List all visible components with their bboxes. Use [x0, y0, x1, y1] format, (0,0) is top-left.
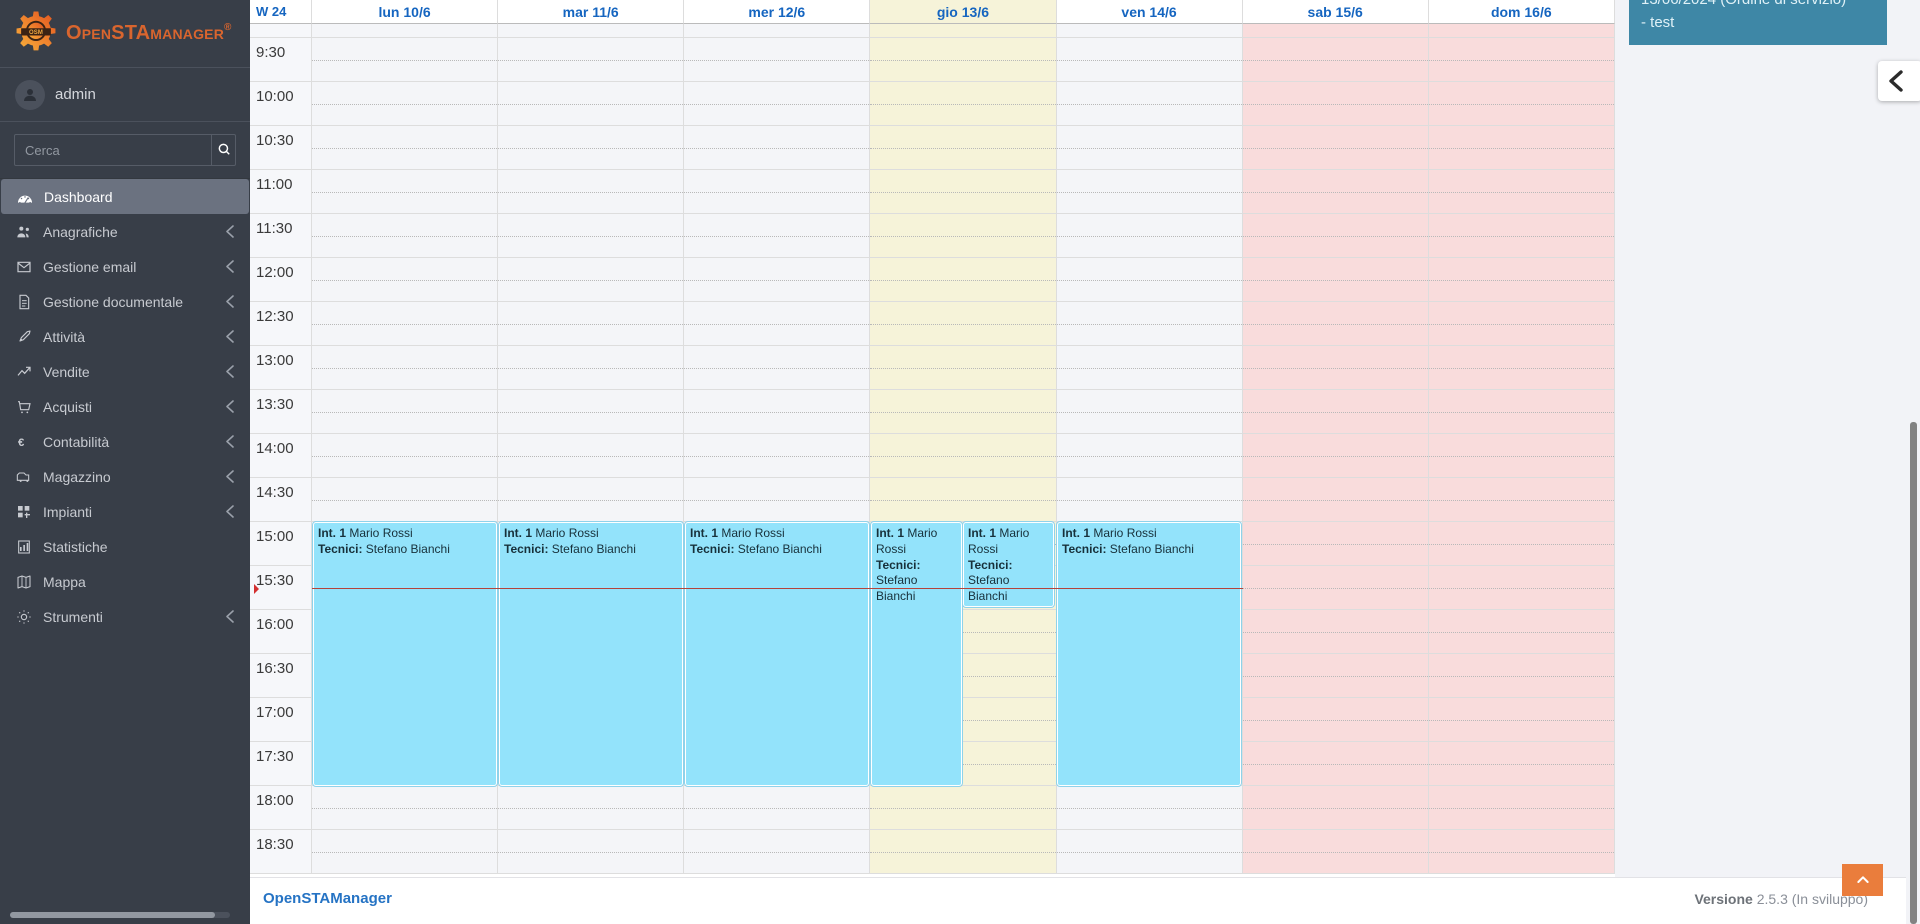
svg-text:€: €	[18, 437, 25, 449]
svg-text:OSM: OSM	[29, 29, 43, 35]
